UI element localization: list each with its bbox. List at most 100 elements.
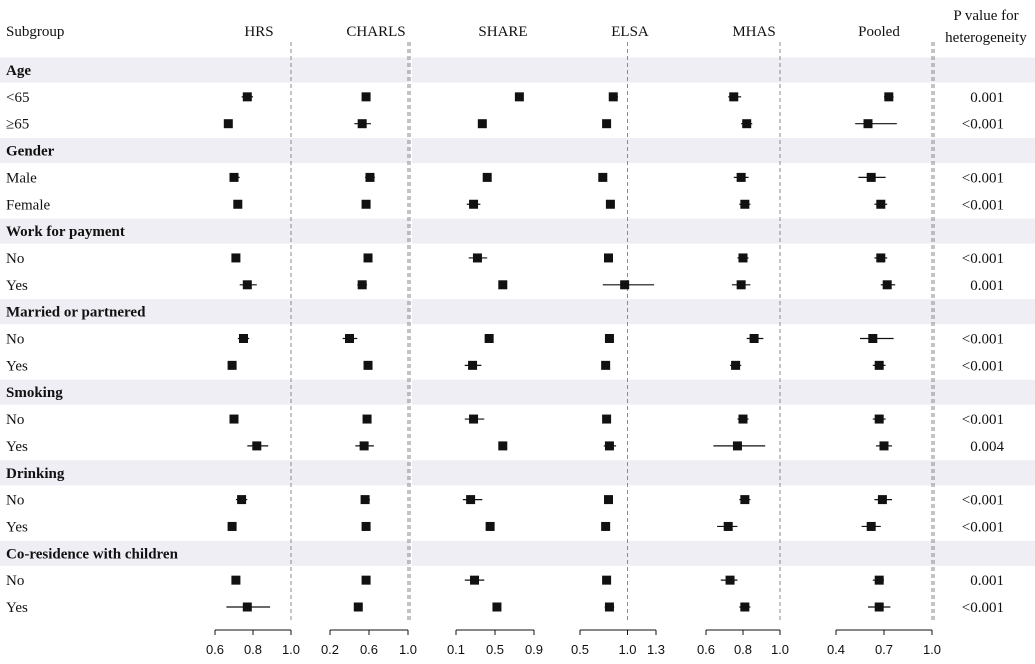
estimate-point [360,495,370,505]
estimate-point [363,360,373,370]
estimate-point [484,334,494,343]
panel-header-pooled: Pooled [858,24,900,40]
estimate-point [229,172,239,182]
estimate-point [602,119,612,129]
subgroup-header: Subgroup [6,24,64,40]
estimate-point [237,495,247,505]
p-value: 0.004 [970,439,1004,455]
row-label: No [6,412,24,428]
p-value: 0.001 [970,278,1004,294]
estimate-point [608,92,618,102]
x-tick-label: 0.5 [486,642,504,657]
estimate-point [362,414,372,424]
row-label: Yes [6,519,28,535]
row-label: Yes [6,439,28,455]
estimate-point [738,253,748,263]
estimate-point [469,414,479,424]
estimate-point [740,199,750,209]
estimate-point [604,441,614,451]
estimate-point [365,172,375,182]
estimate-point [874,414,884,424]
estimate-point [866,172,876,182]
x-tick-label: 0.9 [525,642,543,657]
group-header: Co-residence with children [6,546,179,562]
estimate-point [485,521,495,531]
row-label: No [6,573,24,589]
estimate-point [620,280,630,290]
estimate-point [223,119,233,129]
estimate-point [242,92,252,102]
panel-header-mhas: MHAS [732,24,775,40]
estimate-point [876,199,886,209]
estimate-point [740,495,750,505]
group-band [0,57,410,83]
group-band [0,460,410,486]
x-tick-label: 0.6 [206,642,224,657]
x-tick-label: 0.8 [244,642,262,657]
estimate-point [882,280,892,290]
estimate-point [874,360,884,370]
x-tick-label: 0.7 [875,642,893,657]
panel-header-charls: CHARLS [346,24,405,40]
estimate-point [736,280,746,290]
row-label: Yes [6,600,28,616]
p-value: <0.001 [962,117,1004,133]
group-band [0,218,410,244]
estimate-point [466,495,476,505]
estimate-point [514,92,524,102]
estimate-point [738,414,748,424]
estimate-point [877,495,887,505]
estimate-point [732,441,742,451]
x-tick-label: 0.2 [321,642,339,657]
estimate-point [363,253,373,263]
p-value: <0.001 [962,493,1004,509]
p-value: <0.001 [962,600,1004,616]
x-tick-label: 1.0 [399,642,417,657]
group-header: Gender [6,144,55,160]
row-label: ≥65 [6,117,29,133]
x-tick-label: 1.0 [618,642,636,657]
panel-header-hrs: HRS [244,24,273,40]
estimate-point [472,253,482,263]
estimate-point [498,441,508,451]
estimate-point [252,441,262,451]
estimate-point [879,441,889,451]
p-value: <0.001 [962,251,1004,267]
row-label: Yes [6,278,28,294]
estimate-point [884,92,894,102]
group-header: Drinking [6,466,65,482]
group-band [412,218,1035,244]
x-tick-label: 0.6 [697,642,715,657]
estimate-point [601,521,611,531]
estimate-point [231,253,241,263]
estimate-point [359,441,369,451]
estimate-point [874,575,884,585]
estimate-point [361,199,371,209]
estimate-point [361,92,371,102]
estimate-point [598,172,608,182]
panel-header-elsa: ELSA [611,24,649,40]
group-header: Smoking [6,385,63,401]
estimate-point [229,414,239,424]
group-band [0,138,410,164]
group-band [412,299,1035,325]
group-band [0,299,410,325]
group-header: Work for payment [6,224,125,240]
estimate-point [477,119,487,129]
p-header-line2: heterogeneity [945,30,1027,46]
estimate-point [492,602,502,612]
estimate-point [239,334,248,343]
estimate-point [227,521,237,531]
x-tick-label: 1.0 [923,642,941,657]
p-value: <0.001 [962,519,1004,535]
group-header: Married or partnered [6,305,146,321]
estimate-point [601,360,611,370]
row-label: Female [6,197,50,213]
group-header: Age [6,63,31,79]
estimate-point [602,575,612,585]
estimate-point [357,280,367,290]
estimate-point [876,253,886,263]
x-tick-label: 0.5 [571,642,589,657]
group-band [0,379,410,405]
